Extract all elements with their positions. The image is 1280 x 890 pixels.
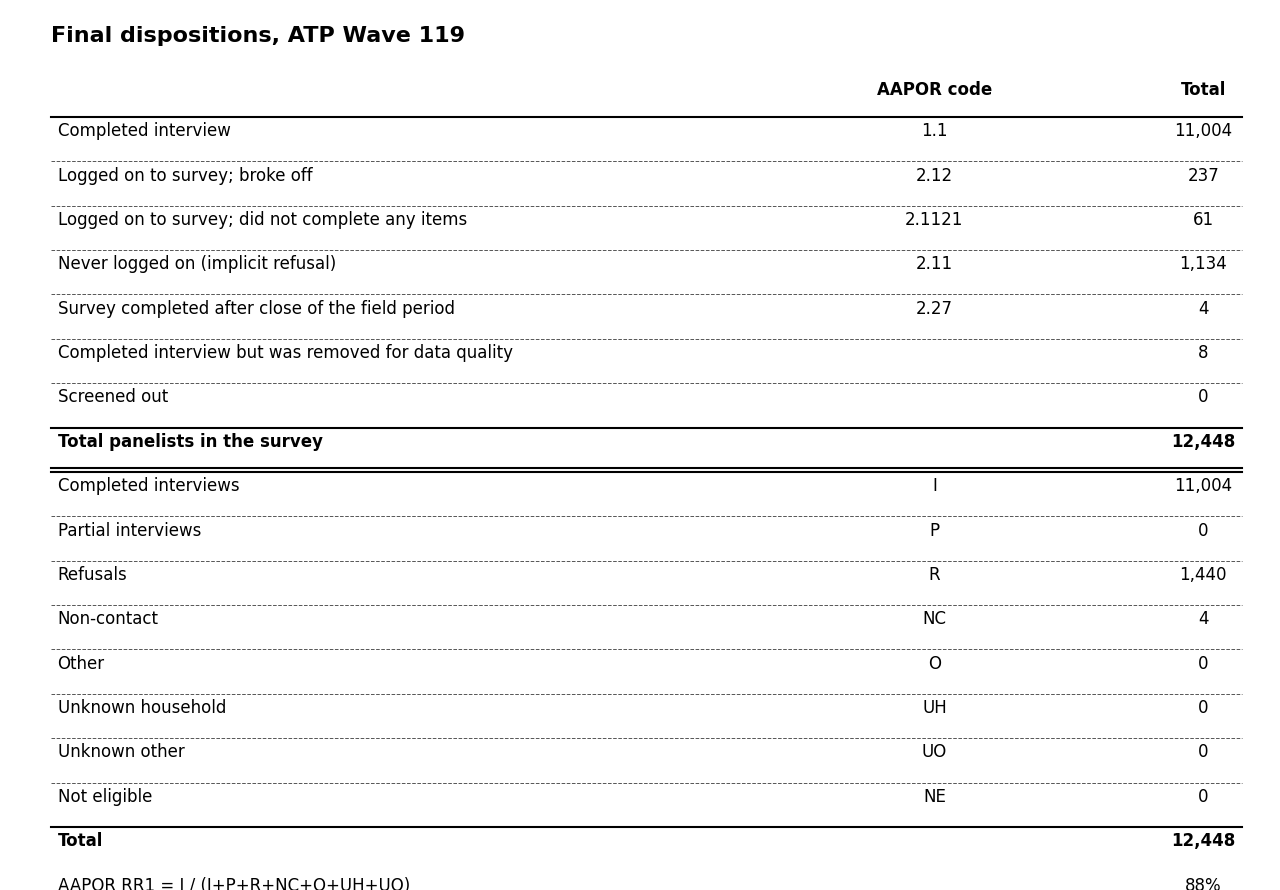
Text: 0: 0 — [1198, 388, 1208, 407]
Text: 12,448: 12,448 — [1171, 832, 1235, 850]
Text: 8: 8 — [1198, 344, 1208, 362]
Text: Total panelists in the survey: Total panelists in the survey — [58, 433, 323, 451]
Text: 1,134: 1,134 — [1179, 255, 1228, 273]
Text: Not eligible: Not eligible — [58, 788, 152, 805]
Text: 11,004: 11,004 — [1174, 122, 1233, 141]
Text: Other: Other — [58, 655, 105, 673]
Text: 61: 61 — [1193, 211, 1213, 229]
Text: O: O — [928, 655, 941, 673]
Text: Screened out: Screened out — [58, 388, 168, 407]
Text: R: R — [928, 566, 941, 584]
Text: Survey completed after close of the field period: Survey completed after close of the fiel… — [58, 300, 454, 318]
Text: 237: 237 — [1188, 166, 1219, 184]
Text: 2.11: 2.11 — [915, 255, 954, 273]
Text: Unknown other: Unknown other — [58, 743, 184, 762]
Text: Total: Total — [58, 832, 102, 850]
Text: 2.27: 2.27 — [916, 300, 952, 318]
Text: 11,004: 11,004 — [1174, 477, 1233, 495]
Text: Total: Total — [1180, 81, 1226, 99]
Text: 1,440: 1,440 — [1179, 566, 1228, 584]
Text: UO: UO — [922, 743, 947, 762]
Text: Logged on to survey; broke off: Logged on to survey; broke off — [58, 166, 312, 184]
Text: 12,448: 12,448 — [1171, 433, 1235, 451]
Text: Never logged on (implicit refusal): Never logged on (implicit refusal) — [58, 255, 335, 273]
Text: P: P — [929, 522, 940, 539]
Text: Final dispositions, ATP Wave 119: Final dispositions, ATP Wave 119 — [51, 26, 465, 45]
Text: 0: 0 — [1198, 788, 1208, 805]
Text: I: I — [932, 477, 937, 495]
Text: 2.12: 2.12 — [915, 166, 954, 184]
Text: NE: NE — [923, 788, 946, 805]
Text: Completed interview: Completed interview — [58, 122, 230, 141]
Text: 0: 0 — [1198, 699, 1208, 717]
Text: 2.1121: 2.1121 — [905, 211, 964, 229]
Text: Partial interviews: Partial interviews — [58, 522, 201, 539]
Text: 4: 4 — [1198, 300, 1208, 318]
Text: Non-contact: Non-contact — [58, 611, 159, 628]
Text: 1.1: 1.1 — [922, 122, 947, 141]
Text: 88%: 88% — [1185, 877, 1221, 890]
Text: Logged on to survey; did not complete any items: Logged on to survey; did not complete an… — [58, 211, 467, 229]
Text: 0: 0 — [1198, 655, 1208, 673]
Text: 4: 4 — [1198, 611, 1208, 628]
Text: Unknown household: Unknown household — [58, 699, 227, 717]
Text: Refusals: Refusals — [58, 566, 127, 584]
Text: NC: NC — [923, 611, 946, 628]
Text: AAPOR RR1 = I / (I+P+R+NC+O+UH+UO): AAPOR RR1 = I / (I+P+R+NC+O+UH+UO) — [58, 877, 410, 890]
Text: Completed interview but was removed for data quality: Completed interview but was removed for … — [58, 344, 512, 362]
Text: 0: 0 — [1198, 743, 1208, 762]
Text: UH: UH — [922, 699, 947, 717]
Text: AAPOR code: AAPOR code — [877, 81, 992, 99]
Text: 0: 0 — [1198, 522, 1208, 539]
Text: Completed interviews: Completed interviews — [58, 477, 239, 495]
